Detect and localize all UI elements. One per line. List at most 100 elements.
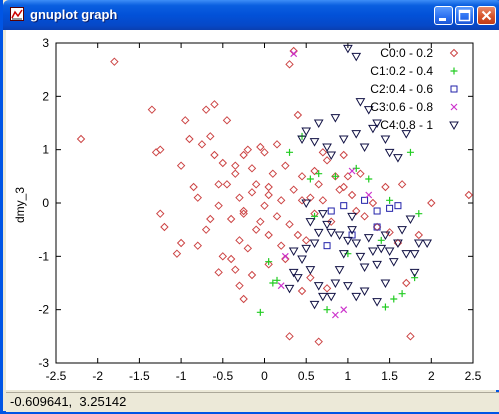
title-bar[interactable]: gnuplot graph xyxy=(3,0,499,30)
data-point-series-0 xyxy=(343,172,353,181)
data-point-series-2 xyxy=(323,242,331,250)
data-point-series-4 xyxy=(313,228,324,238)
data-point-series-0 xyxy=(339,182,348,192)
legend-marker-2 xyxy=(450,85,458,93)
data-point-series-4 xyxy=(343,44,353,54)
close-icon xyxy=(481,10,492,21)
data-point-series-0 xyxy=(210,150,219,160)
data-point-series-4 xyxy=(351,52,362,62)
data-point-series-4 xyxy=(334,231,345,241)
data-point-series-4 xyxy=(313,119,324,129)
data-point-series-0 xyxy=(176,238,186,248)
data-point-series-1 xyxy=(398,290,406,298)
minimize-button[interactable] xyxy=(434,6,453,25)
scatter-chart[interactable]: -2.5 -2 -1.5 -1 -0.5 0 0.5 1 1.5 2 2.5 3210-1-2-3 … xyxy=(6,30,499,408)
data-point-series-0 xyxy=(243,244,253,253)
data-point-series-4 xyxy=(313,282,324,291)
data-point-series-0 xyxy=(247,270,257,280)
data-point-series-4 xyxy=(380,279,391,289)
data-point-series-4 xyxy=(305,218,316,227)
data-point-series-4 xyxy=(305,266,316,275)
data-point-series-0 xyxy=(347,190,357,200)
status-bar: -0.609641, 3.25142 xyxy=(6,392,499,412)
data-point-series-0 xyxy=(360,212,369,221)
data-point-series-4 xyxy=(326,292,337,302)
data-point-series-0 xyxy=(293,230,303,240)
legend-label: C2:0.4 - 0.6 xyxy=(370,82,433,96)
data-point-series-4 xyxy=(401,250,412,259)
data-point-series-2 xyxy=(361,196,369,204)
data-point-series-3 xyxy=(365,191,373,199)
y-tick-label: 0 xyxy=(42,196,49,210)
data-point-series-0 xyxy=(147,105,157,114)
data-point-series-0 xyxy=(189,182,198,192)
data-point-series-0 xyxy=(356,169,365,178)
data-point-series-0 xyxy=(297,286,307,296)
data-point-series-4 xyxy=(359,263,370,273)
data-point-series-4 xyxy=(338,135,349,145)
data-point-series-4 xyxy=(326,151,337,161)
data-point-series-0 xyxy=(339,150,348,160)
y-tick-label: 3 xyxy=(42,36,49,50)
y-tick-label: -3 xyxy=(38,356,49,370)
data-point-series-0 xyxy=(327,217,336,226)
data-point-series-0 xyxy=(297,196,307,205)
data-point-series-0 xyxy=(464,190,474,200)
data-point-series-4 xyxy=(355,252,366,262)
data-point-series-4 xyxy=(309,138,320,147)
data-point-series-0 xyxy=(276,196,286,205)
data-point-series-0 xyxy=(235,281,244,290)
data-point-series-4 xyxy=(397,226,407,235)
data-point-series-0 xyxy=(206,132,215,141)
legend: C0:0 - 0.2 C1:0.2 - 0.4 C2:0.4 - 0.6 C3:0.6… xyxy=(370,46,459,132)
x-tick-label: -2 xyxy=(92,369,103,383)
data-point-series-0 xyxy=(193,241,202,250)
data-point-series-1 xyxy=(386,196,394,204)
gnuplot-app-icon[interactable] xyxy=(10,7,24,21)
data-point-series-0 xyxy=(264,230,273,240)
data-point-series-0 xyxy=(110,57,119,66)
data-point-series-0 xyxy=(306,273,315,282)
data-point-series-4 xyxy=(322,143,332,153)
data-point-series-0 xyxy=(414,230,423,240)
data-point-series-1 xyxy=(286,148,294,156)
data-point-series-0 xyxy=(256,217,265,226)
data-point-series-1 xyxy=(323,306,331,314)
data-point-series-0 xyxy=(397,180,407,189)
maximize-button[interactable] xyxy=(455,6,474,25)
data-point-series-1 xyxy=(415,210,423,218)
data-point-series-1 xyxy=(315,170,323,178)
data-point-series-0 xyxy=(160,222,169,232)
data-point-series-4 xyxy=(401,130,412,139)
data-point-series-4 xyxy=(388,258,399,267)
data-point-series-0 xyxy=(285,220,294,229)
plot-canvas[interactable]: -2.5 -2 -1.5 -1 -0.5 0 0.5 1 1.5 2 2.5 3 2 1 0 -1 -2 -3 … xyxy=(6,30,499,408)
data-point-series-3 xyxy=(290,50,298,58)
data-point-series-0 xyxy=(285,60,294,69)
data-point-series-1 xyxy=(406,148,414,156)
data-point-series-0 xyxy=(306,193,315,202)
data-point-series-0 xyxy=(318,148,328,157)
data-point-series-0 xyxy=(231,169,240,178)
close-button[interactable] xyxy=(477,6,496,25)
data-point-series-0 xyxy=(235,236,244,245)
window-title: gnuplot graph xyxy=(30,7,118,22)
data-point-series-4 xyxy=(413,239,424,249)
data-point-series-4 xyxy=(347,212,357,222)
data-point-series-0 xyxy=(427,198,436,208)
x-tick-label: 1 xyxy=(345,369,352,383)
y-tick-label: -2 xyxy=(38,303,49,317)
data-point-series-0 xyxy=(322,156,332,165)
data-point-series-0 xyxy=(260,148,269,157)
minimize-icon xyxy=(439,18,446,21)
data-point-series-4 xyxy=(384,247,395,257)
data-point-series-4 xyxy=(409,268,420,278)
x-tick-label: -2.5 xyxy=(46,369,67,383)
data-point-series-1 xyxy=(331,172,339,180)
data-points xyxy=(76,44,474,346)
data-point-series-4 xyxy=(326,228,337,238)
data-point-series-0 xyxy=(368,198,378,208)
data-point-series-0 xyxy=(272,212,282,221)
data-point-series-4 xyxy=(380,135,391,145)
